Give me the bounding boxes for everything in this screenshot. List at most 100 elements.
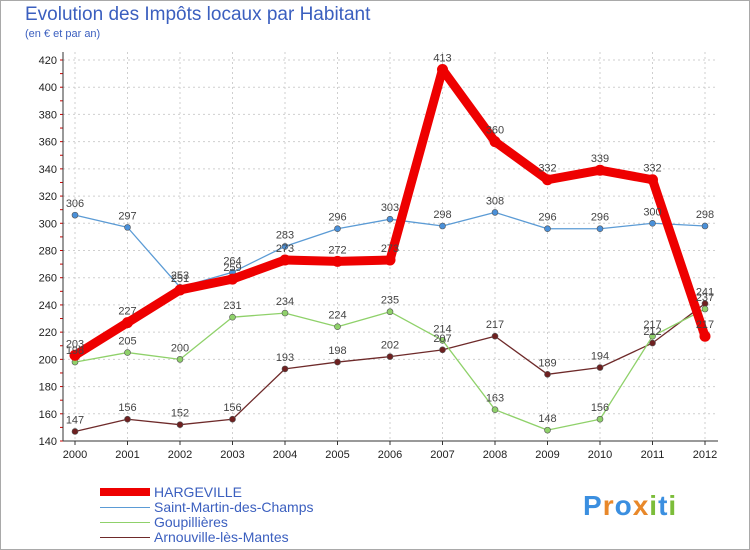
- data-point: [124, 349, 131, 356]
- data-point: [542, 174, 553, 186]
- data-point: [596, 225, 604, 233]
- data-label: 296: [591, 212, 609, 224]
- data-point: [649, 339, 656, 347]
- data-point: [544, 426, 551, 434]
- y-tick-label: 180: [39, 382, 57, 394]
- data-label: 339: [591, 153, 609, 165]
- legend-swatch-goupillieres: [100, 522, 150, 523]
- data-point: [176, 421, 184, 428]
- data-label: 413: [433, 53, 451, 65]
- data-label: 189: [538, 357, 556, 369]
- data-label: 214: [433, 323, 451, 335]
- y-tick-label: 240: [39, 300, 57, 312]
- data-point: [699, 330, 711, 342]
- y-tick-label: 140: [39, 436, 57, 448]
- data-point: [437, 64, 448, 76]
- data-point: [386, 215, 394, 223]
- data-point: [176, 356, 184, 363]
- data-point: [281, 309, 289, 317]
- data-label: 283: [276, 229, 294, 241]
- data-point: [439, 337, 446, 344]
- data-label: 259: [223, 262, 241, 274]
- data-point: [124, 224, 131, 231]
- data-label: 306: [66, 198, 84, 210]
- data-label: 237: [696, 292, 714, 304]
- data-label: 231: [223, 300, 241, 312]
- data-label: 332: [538, 163, 556, 175]
- data-point: [281, 243, 289, 250]
- data-point: [229, 313, 236, 321]
- data-label: 273: [276, 243, 294, 255]
- x-tick-label: 2008: [483, 449, 507, 461]
- data-label: 203: [66, 338, 84, 350]
- data-point: [279, 254, 291, 266]
- data-point: [544, 371, 551, 378]
- data-point: [596, 364, 604, 371]
- data-label: 198: [66, 345, 84, 357]
- data-label: 264: [223, 255, 241, 267]
- x-tick-label: 2009: [535, 449, 559, 461]
- logo-letter: P: [583, 490, 603, 521]
- logo-letter: i: [649, 490, 659, 521]
- data-point: [544, 225, 551, 233]
- data-label: 194: [591, 351, 609, 363]
- data-label: 227: [118, 306, 136, 318]
- data-point: [334, 358, 341, 366]
- data-point: [229, 415, 236, 423]
- x-tick-label: 2004: [273, 449, 297, 461]
- data-point: [491, 209, 499, 216]
- y-tick-label: 220: [39, 327, 57, 339]
- legend-label-hargeville: HARGEVILLE: [154, 484, 242, 500]
- logo-letter: o: [614, 490, 633, 521]
- data-point: [649, 219, 656, 227]
- legend-swatch-arnouville: [100, 537, 150, 538]
- data-point: [174, 284, 186, 296]
- data-point: [281, 365, 289, 373]
- legend-swatch-hargeville: [100, 488, 150, 496]
- data-label: 298: [433, 209, 451, 221]
- y-tick-label: 400: [39, 82, 57, 94]
- logo-letter: t: [658, 490, 669, 521]
- data-label: 212: [643, 326, 661, 338]
- data-label: 272: [328, 244, 346, 256]
- y-tick-label: 360: [39, 137, 57, 149]
- y-tick-label: 340: [39, 164, 57, 176]
- x-tick-label: 2000: [63, 449, 87, 461]
- data-point: [701, 305, 709, 313]
- x-tick-label: 2002: [168, 449, 192, 461]
- data-label: 303: [381, 202, 399, 214]
- data-label: 193: [276, 352, 294, 364]
- logo-letter: r: [602, 490, 615, 521]
- data-point: [649, 332, 656, 340]
- data-label: 253: [171, 270, 189, 282]
- data-label: 217: [643, 319, 661, 331]
- data-label: 224: [328, 310, 346, 322]
- data-point: [489, 136, 501, 148]
- data-label: 207: [433, 333, 451, 345]
- x-tick-label: 2001: [115, 449, 139, 461]
- data-label: 234: [276, 296, 294, 308]
- x-tick-label: 2003: [220, 449, 244, 461]
- data-point: [594, 164, 606, 176]
- data-label: 152: [171, 408, 189, 420]
- data-label: 147: [66, 414, 84, 426]
- x-tick-label: 2010: [588, 449, 612, 461]
- data-point: [386, 353, 394, 360]
- y-tick-label: 260: [39, 273, 57, 285]
- legend-swatch-saint-martin: [100, 507, 150, 508]
- y-tick-label: 300: [39, 218, 57, 230]
- data-point: [71, 428, 79, 435]
- data-point: [334, 225, 341, 233]
- data-label: 241: [696, 287, 714, 299]
- chart-subtitle: (en € et par an): [25, 28, 101, 40]
- legend-label-saint-martin: Saint-Martin-des-Champs: [154, 499, 314, 515]
- data-point: [491, 332, 499, 340]
- data-point: [384, 254, 396, 266]
- data-label: 200: [171, 342, 189, 354]
- data-label: 308: [486, 195, 504, 207]
- data-label: 235: [381, 295, 399, 307]
- proxiti-logo: Proxiti: [583, 490, 677, 522]
- data-point: [69, 349, 81, 361]
- data-point: [647, 174, 658, 186]
- data-point: [386, 308, 394, 316]
